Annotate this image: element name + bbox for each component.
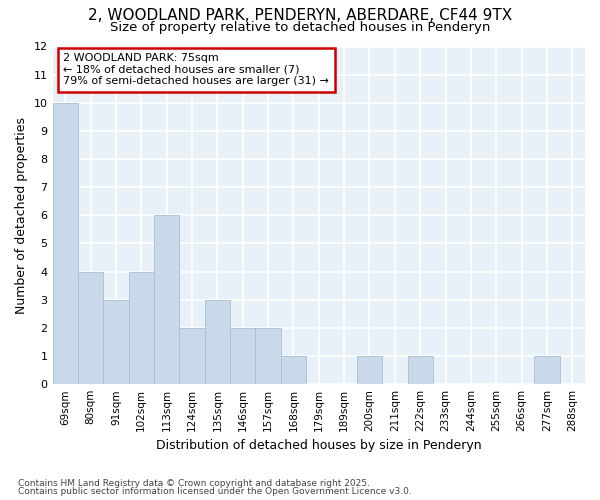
Bar: [154, 216, 179, 384]
Text: Contains HM Land Registry data © Crown copyright and database right 2025.: Contains HM Land Registry data © Crown c…: [18, 478, 370, 488]
Bar: [53, 103, 78, 384]
Bar: [78, 272, 103, 384]
Bar: [407, 356, 433, 384]
Text: Contains public sector information licensed under the Open Government Licence v3: Contains public sector information licen…: [18, 487, 412, 496]
Bar: [256, 328, 281, 384]
Bar: [534, 356, 560, 384]
Bar: [281, 356, 306, 384]
Bar: [205, 300, 230, 384]
Text: Size of property relative to detached houses in Penderyn: Size of property relative to detached ho…: [110, 21, 490, 34]
Text: 2 WOODLAND PARK: 75sqm
← 18% of detached houses are smaller (7)
79% of semi-deta: 2 WOODLAND PARK: 75sqm ← 18% of detached…: [63, 54, 329, 86]
Bar: [179, 328, 205, 384]
Bar: [357, 356, 382, 384]
Y-axis label: Number of detached properties: Number of detached properties: [15, 117, 28, 314]
Bar: [103, 300, 128, 384]
Bar: [128, 272, 154, 384]
X-axis label: Distribution of detached houses by size in Penderyn: Distribution of detached houses by size …: [156, 440, 482, 452]
Bar: [230, 328, 256, 384]
Text: 2, WOODLAND PARK, PENDERYN, ABERDARE, CF44 9TX: 2, WOODLAND PARK, PENDERYN, ABERDARE, CF…: [88, 8, 512, 22]
